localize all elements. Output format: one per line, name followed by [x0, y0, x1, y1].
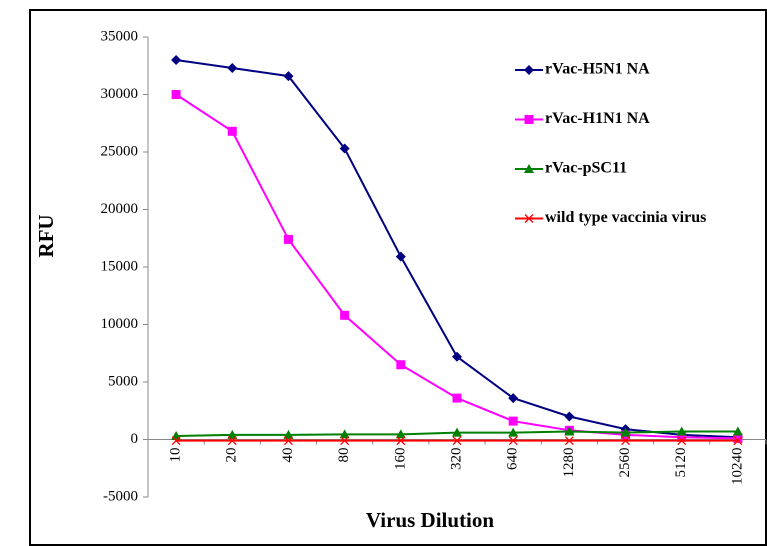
x-tick-label: 5120 [673, 448, 689, 478]
x-tick-label: 40 [280, 448, 296, 463]
legend-label: rVac-H5N1 NA [545, 61, 650, 78]
y-tick-label: 35000 [101, 28, 139, 44]
legend-label: rVac-pSC11 [545, 160, 627, 177]
y-tick-label: 10000 [101, 316, 139, 332]
y-tick-label: 25000 [101, 143, 139, 159]
y-tick-label: 5000 [108, 373, 138, 389]
x-tick-label: 10240 [729, 448, 745, 486]
legend-label: wild type vaccinia virus [545, 209, 706, 226]
y-tick-label: 15000 [101, 258, 139, 274]
y-tick-label: 20000 [101, 201, 139, 217]
y-tick-label: -5000 [103, 488, 138, 504]
page: {"chart_data": {"type": "line", "y_label… [0, 0, 767, 546]
x-tick-label: 20 [224, 448, 240, 463]
legend-label: rVac-H1N1 NA [545, 110, 650, 127]
x-tick-label: 1280 [561, 448, 577, 478]
x-tick-label: 10 [168, 448, 184, 463]
y-tick-label: 30000 [101, 86, 139, 102]
legend-marker [525, 115, 534, 124]
data-point [340, 311, 349, 320]
x-tick-label: 160 [392, 448, 408, 471]
y-axis-label: RFU [34, 214, 58, 257]
x-tick-label: 320 [448, 448, 464, 471]
data-point [284, 235, 293, 244]
x-tick-label: 80 [336, 448, 352, 463]
data-point [453, 394, 462, 403]
x-tick-label: 2560 [617, 448, 633, 478]
x-axis-label: Virus Dilution [366, 508, 494, 532]
y-tick-label: 0 [131, 431, 139, 447]
data-point [172, 90, 181, 99]
data-point [509, 417, 518, 426]
x-tick-label: 640 [505, 448, 521, 471]
data-point [396, 360, 405, 369]
chart: RFU Virus Dilution -5000 0 5000 10000 15000 2… [0, 0, 767, 546]
data-point [228, 127, 237, 136]
